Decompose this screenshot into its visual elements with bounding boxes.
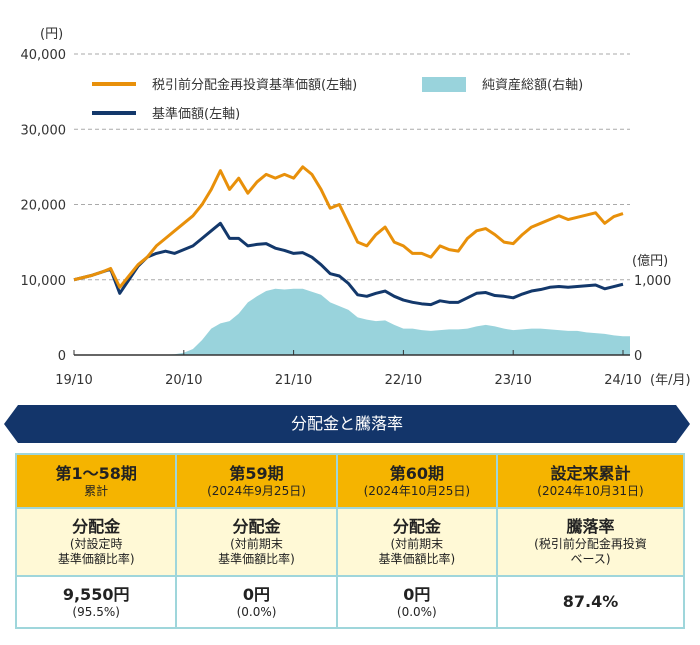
metric-cell: 分配金 (対前期末 基準価額比率)	[175, 507, 338, 577]
x-tick-label: 21/10	[275, 373, 312, 388]
banner-title: 分配金と騰落率	[290, 414, 403, 433]
value: 87.4%	[562, 592, 619, 611]
reinvested-nav-line	[73, 165, 624, 289]
left-tick-label: 30,000	[21, 123, 67, 138]
period-label: 第60期	[389, 463, 444, 483]
metric-cell: 騰落率 (税引前分配金再投資 ベース)	[496, 507, 685, 577]
header-cell: 設定来累計 (2024年10月31日)	[496, 453, 685, 509]
header-cell: 第59期 (2024年9月25日)	[175, 453, 338, 509]
x-tick-label: 24/10	[604, 373, 641, 388]
table-metric-row: 分配金 (対設定時 基準価額比率) 分配金 (対前期末 基準価額比率) 分配金 (対前期末…	[14, 507, 685, 577]
x-tick-label: 23/10	[494, 373, 531, 388]
right-tick-label: 0	[634, 349, 642, 364]
x-tick-label: 22/10	[385, 373, 422, 388]
metric-note: (対前期末	[390, 537, 444, 551]
header-cell: 第60期 (2024年10月25日)	[335, 453, 499, 509]
metric-label: 騰落率	[566, 517, 615, 536]
section-banner: 分配金と騰落率	[4, 405, 690, 443]
value: 9,550円	[62, 584, 130, 604]
value-ratio: (0.0%)	[236, 604, 277, 619]
legend-label-area: 純資産総額(右軸)	[482, 77, 583, 93]
left-tick-label: 40,000	[21, 48, 67, 63]
period-sub: (2024年10月31日)	[537, 483, 644, 498]
value-cell: 87.4%	[496, 575, 685, 629]
value-cell: 9,550円 (95.5%)	[14, 575, 178, 629]
left-tick-label: 0	[58, 349, 66, 364]
period-label: 設定来累計	[550, 463, 631, 483]
metric-label: 分配金	[72, 517, 121, 536]
left-tick-label: 10,000	[21, 274, 67, 289]
metric-note: (税引前分配金再投資	[534, 537, 647, 551]
period-sub: (2024年9月25日)	[207, 483, 306, 498]
nav-line	[73, 221, 624, 307]
value: 0円	[403, 584, 431, 604]
metric-note: 基準価額比率)	[378, 552, 456, 566]
header-cell: 第1〜58期 累計	[14, 453, 178, 509]
period-label: 第1〜58期	[55, 463, 137, 483]
x-tick-label: 19/10	[55, 373, 92, 388]
x-axis-unit: (年/月)	[650, 373, 691, 388]
legend: 税引前分配金再投資基準価額(左軸) 基準価額(左軸) 純資産総額(右軸)	[92, 77, 583, 122]
right-tick-label: 1,000	[634, 274, 671, 289]
value-ratio: (0.0%)	[396, 604, 437, 619]
legend-label-navy: 基準価額(左軸)	[152, 106, 240, 122]
legend-swatch-area	[422, 77, 466, 92]
metric-label: 分配金	[232, 517, 281, 536]
metric-note: 基準価額比率)	[218, 552, 295, 566]
metric-label: 分配金	[392, 517, 441, 536]
period-label: 第59期	[229, 463, 284, 483]
value-ratio: (95.5%)	[72, 604, 120, 619]
metric-cell: 分配金 (対前期末 基準価額比率)	[335, 507, 499, 577]
metric-note: (対設定時	[69, 537, 123, 551]
table-value-row: 9,550円 (95.5%) 0円 (0.0%) 0円 (0.0%) 87.4%	[14, 575, 685, 629]
metric-note: (対前期末	[230, 537, 283, 551]
table-header-row: 第1〜58期 累計 第59期 (2024年9月25日) 第60期 (2024年10月2…	[14, 453, 685, 509]
period-sub: 累計	[84, 483, 109, 498]
metric-note: 基準価額比率)	[57, 552, 135, 566]
period-sub: (2024年10月25日)	[363, 483, 471, 498]
left-tick-label: 20,000	[21, 199, 67, 214]
distribution-table: 第1〜58期 累計 第59期 (2024年9月25日) 第60期 (2024年10月2…	[14, 453, 685, 629]
metric-note: ベース)	[570, 552, 611, 566]
left-axis-unit: (円)	[40, 27, 63, 42]
legend-label-orange: 税引前分配金再投資基準価額(左軸)	[152, 77, 357, 93]
chart: 0 10,000 20,000 30,000 40,000 0 1,000 19/10 20/1…	[21, 27, 691, 388]
right-axis-unit: (億円)	[632, 253, 668, 269]
metric-cell: 分配金 (対設定時 基準価額比率)	[14, 507, 178, 577]
value-cell: 0円 (0.0%)	[335, 575, 499, 629]
value-cell: 0円 (0.0%)	[175, 575, 338, 629]
net-assets-area	[74, 288, 630, 355]
value: 0円	[242, 584, 271, 604]
x-tick-label: 20/10	[165, 373, 202, 388]
